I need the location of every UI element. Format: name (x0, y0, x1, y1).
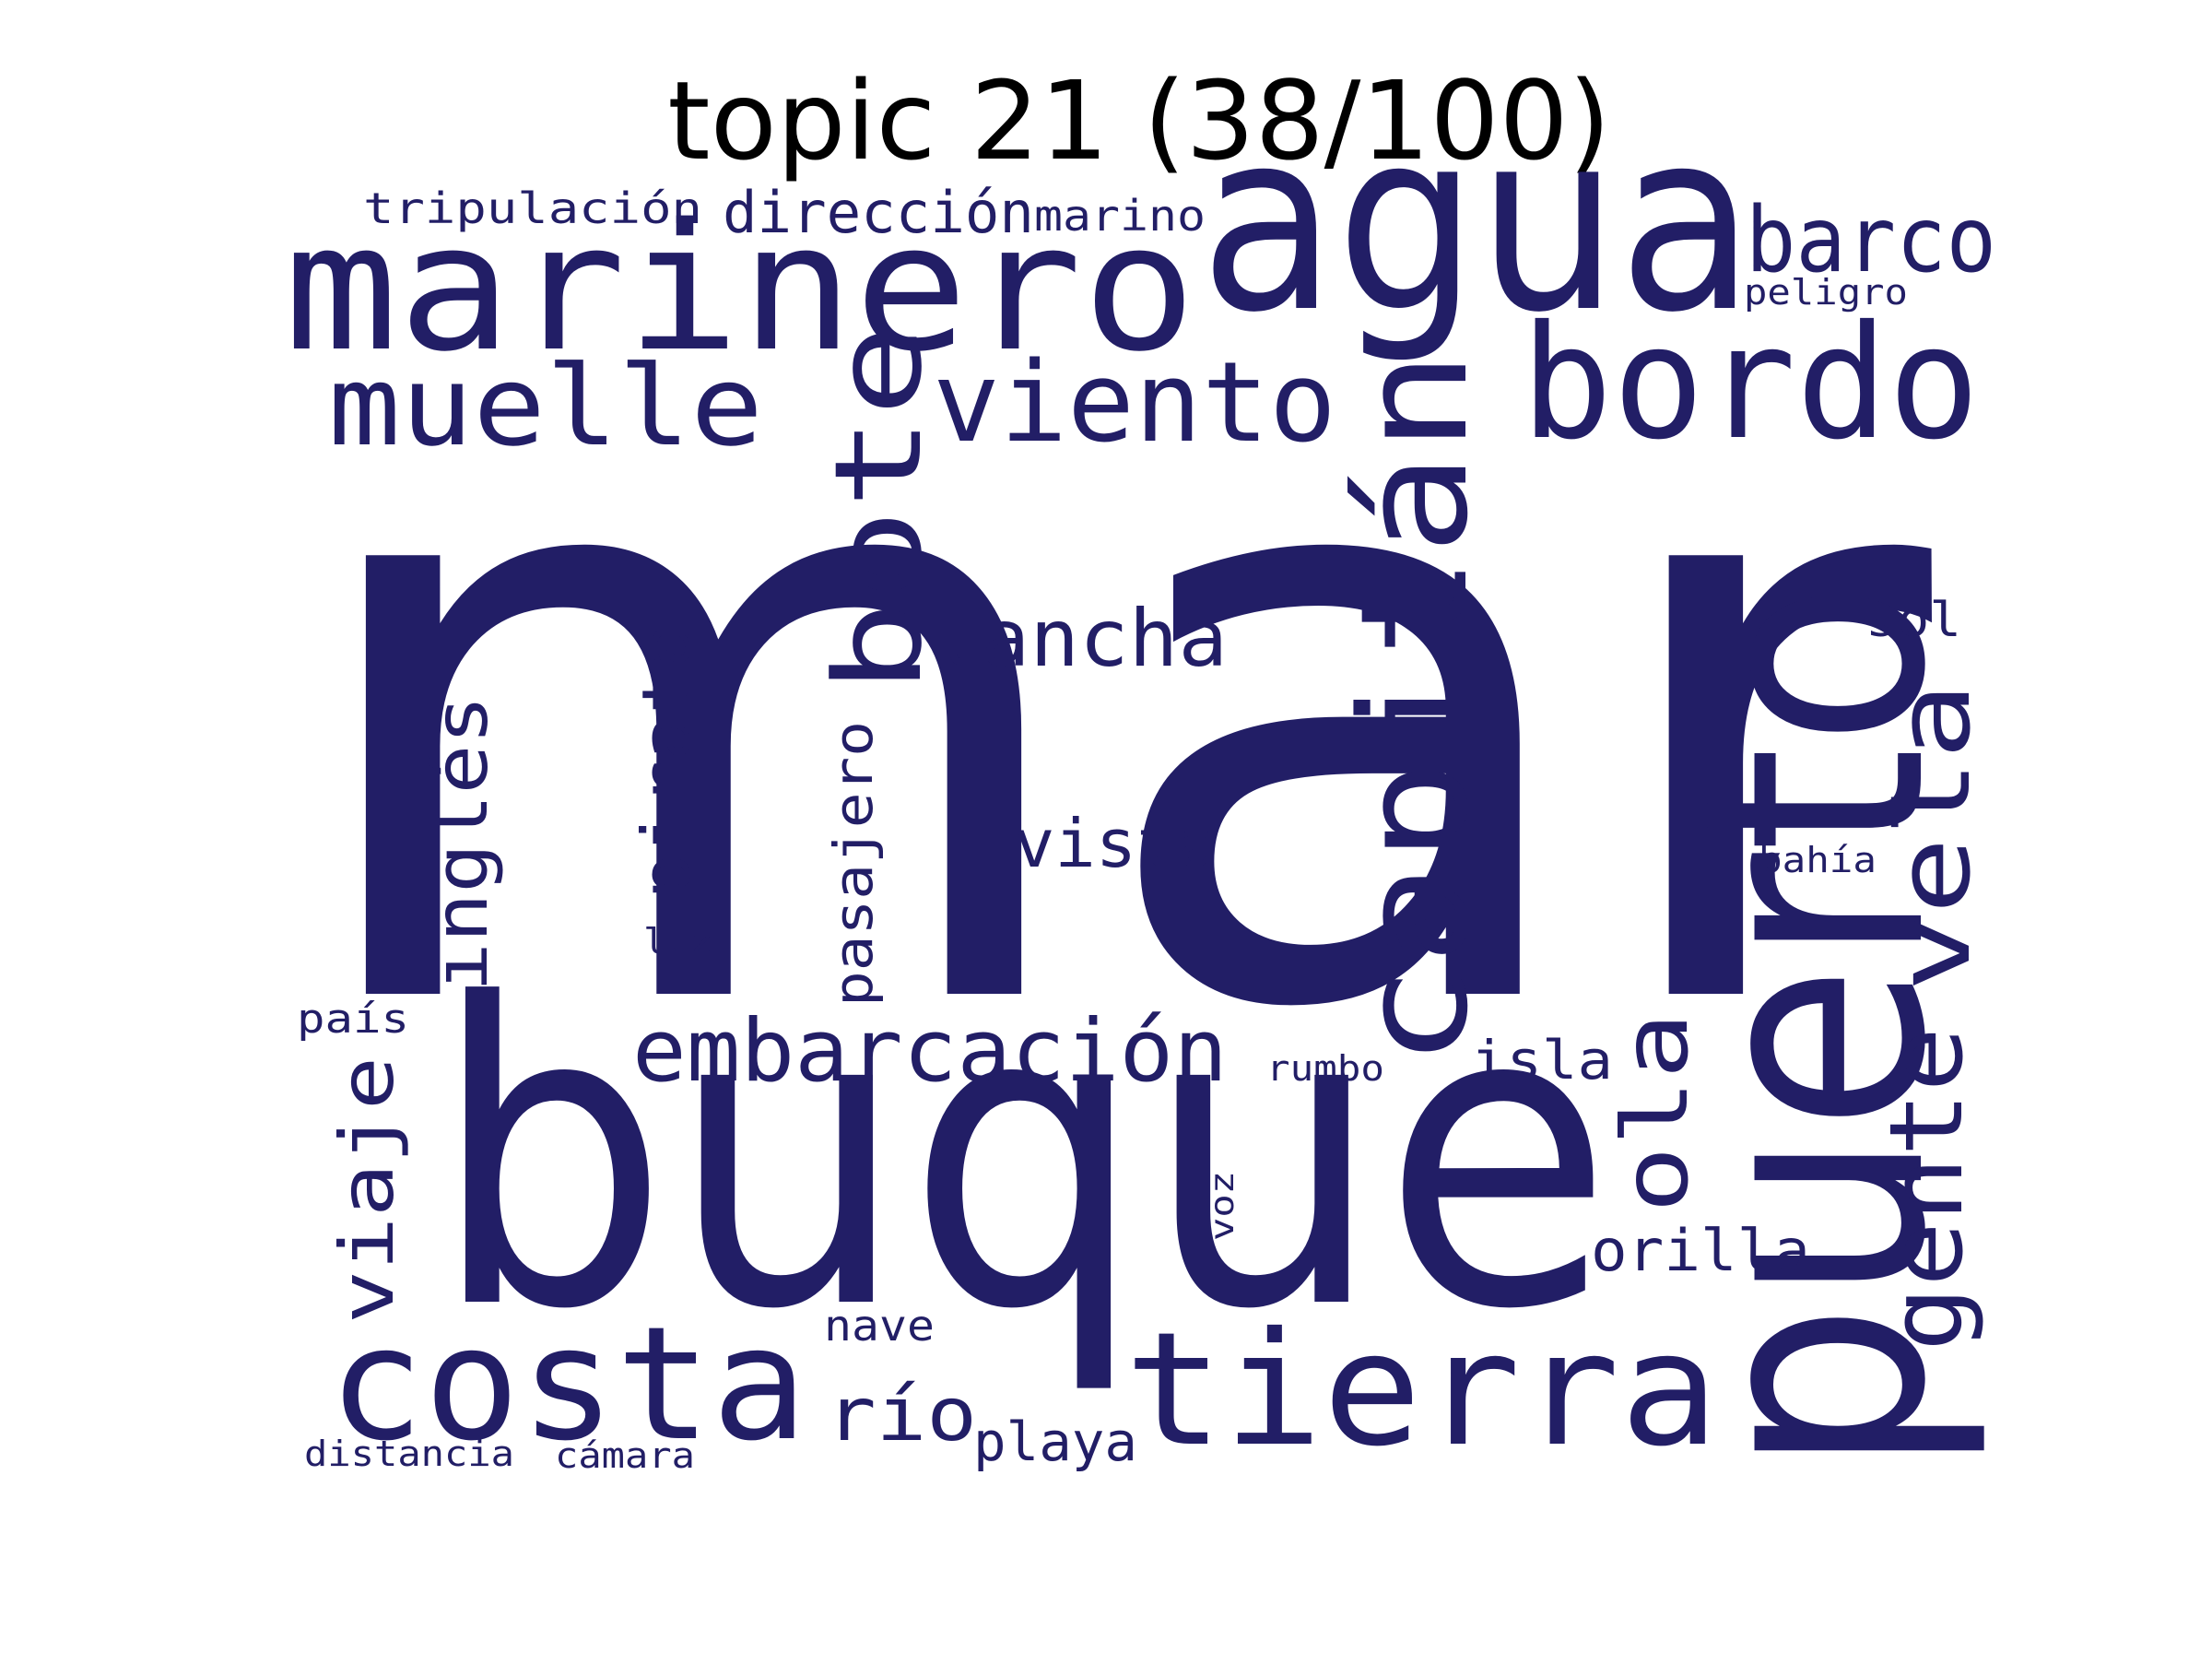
word-rumbo: rumbo (1266, 1048, 1384, 1089)
word-tripulacion: tripulación (363, 183, 702, 233)
word-mar: mar (291, 250, 1941, 1184)
word-sol: sol (1865, 593, 1961, 648)
word-puerto: puerto (1639, 581, 1993, 1475)
word-bote: bote (808, 325, 948, 693)
word-vista: vista (1014, 805, 1218, 882)
word-peligro: peligro (1744, 272, 1908, 313)
word-isla: isla (1471, 1029, 1613, 1092)
word-muelle: muelle (328, 343, 763, 471)
word-direccion: dirección (723, 179, 1034, 246)
word-capitan: capitán (1328, 350, 1500, 1068)
word-camara: cámara (555, 1435, 695, 1476)
word-barco: barco (1746, 188, 1996, 293)
word-tierra: tierra (1124, 1299, 1719, 1481)
word-voz: voz (1204, 1171, 1241, 1241)
word-ingles: inglés (418, 695, 504, 992)
word-bordo: bordo (1521, 292, 1980, 475)
word-gente: gente (1867, 1027, 1985, 1351)
word-marino: marino (1034, 191, 1206, 241)
word-buque: buque (431, 917, 1613, 1400)
word-costa: costa (328, 1293, 807, 1476)
word-distancia: distancia (304, 1434, 514, 1474)
word-agua: agua (1200, 77, 1755, 367)
word-luz: luz (643, 921, 713, 962)
figure-title: topic 21 (38/100) (667, 57, 1610, 184)
word-nave: nave (824, 1301, 935, 1351)
word-pasajero: pasajero (822, 721, 885, 1007)
word-pais: país (297, 996, 409, 1043)
word-pirata: pirata (628, 621, 705, 900)
word-vela: vela (1875, 682, 1993, 992)
word-playa: playa (973, 1410, 1137, 1473)
word-marinero: marinero (284, 186, 1196, 390)
word-rio: río (826, 1372, 977, 1457)
word-ola: ola (1604, 1012, 1709, 1213)
word-viento: viento (933, 339, 1336, 467)
word-lancha: lancha (931, 593, 1228, 685)
word-embarcacion: embarcación (632, 1001, 1228, 1102)
word-viaje: viaje (324, 1056, 410, 1324)
word-bahia: bahía (1759, 840, 1877, 880)
word-orilla: orilla (1591, 1217, 1810, 1284)
